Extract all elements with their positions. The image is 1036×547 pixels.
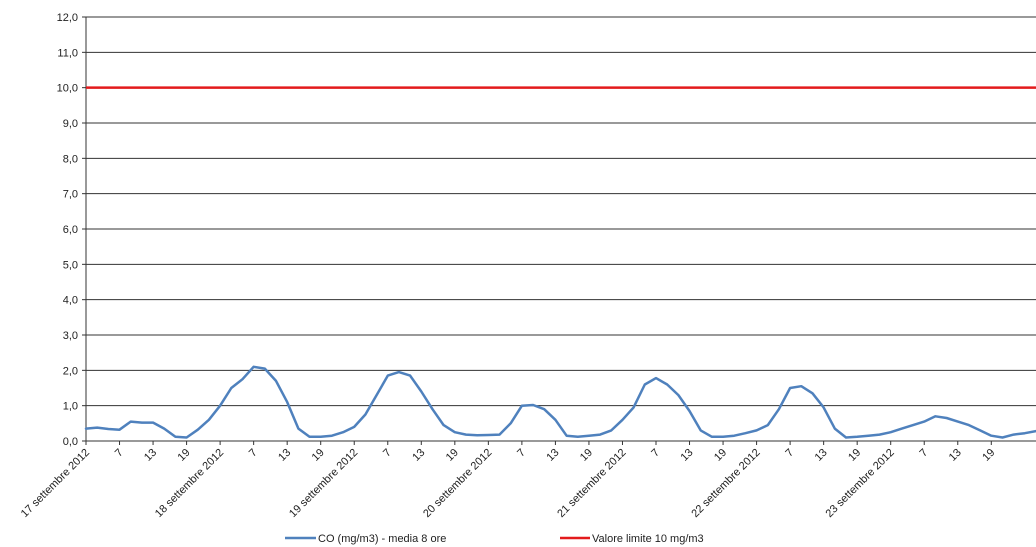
y-axis-ticks: 0,0 1,0 2,0 3,0 4,0 5,0 6,0 7,0 8,0 9,0 10,0 11,0 12… [57, 12, 86, 448]
x-tick-label: 19 [980, 447, 997, 464]
x-tick-label: 7 [381, 447, 394, 460]
x-tick-label: 7 [918, 447, 931, 460]
x-tick-label: 19 [578, 447, 595, 464]
x-tick-label: 7 [515, 447, 528, 460]
x-tick-label: 17 settembre 2012 [19, 447, 92, 520]
x-tick-label: 7 [649, 447, 662, 460]
y-tick-label: 10,0 [57, 83, 78, 95]
y-tick-label: 4,0 [63, 295, 78, 307]
y-tick-label: 5,0 [63, 259, 78, 271]
y-tick-label: 2,0 [63, 365, 78, 377]
y-tick-label: 1,0 [63, 401, 78, 413]
y-tick-label: 8,0 [63, 153, 78, 165]
x-tick-label: 13 [142, 447, 159, 464]
x-tick-label: 13 [813, 447, 830, 464]
y-tick-label: 9,0 [63, 118, 78, 130]
grid-lines [85, 16, 1036, 442]
x-tick-label: 7 [113, 447, 126, 460]
x-tick-label: 7 [247, 447, 260, 460]
x-tick-label: 19 [444, 447, 461, 464]
x-tick-label: 19 [310, 447, 327, 464]
x-tick-label: 19 [846, 447, 863, 464]
y-tick-label: 3,0 [63, 330, 78, 342]
y-tick-label: 6,0 [63, 224, 78, 236]
y-tick-label: 7,0 [63, 189, 78, 201]
x-tick-label: 19 [712, 447, 729, 464]
y-tick-label: 0,0 [63, 436, 78, 448]
legend: CO (mg/m3) - media 8 ore Valore limite 10… [285, 533, 704, 545]
y-tick-label: 12,0 [57, 12, 78, 24]
co-series-line [84, 365, 1036, 439]
x-tick-label: 13 [679, 447, 696, 464]
legend-co-label: CO (mg/m3) - media 8 ore [318, 533, 446, 545]
x-tick-label: 13 [276, 447, 293, 464]
y-tick-label: 11,0 [57, 47, 78, 59]
legend-limit-label: Valore limite 10 mg/m3 [592, 533, 704, 545]
x-tick-label: 19 [176, 447, 193, 464]
series-group [84, 86, 1036, 439]
x-tick-label: 7 [783, 447, 796, 460]
x-tick-label: 13 [410, 447, 427, 464]
x-tick-label: 13 [947, 447, 964, 464]
x-tick-label: 13 [544, 447, 561, 464]
